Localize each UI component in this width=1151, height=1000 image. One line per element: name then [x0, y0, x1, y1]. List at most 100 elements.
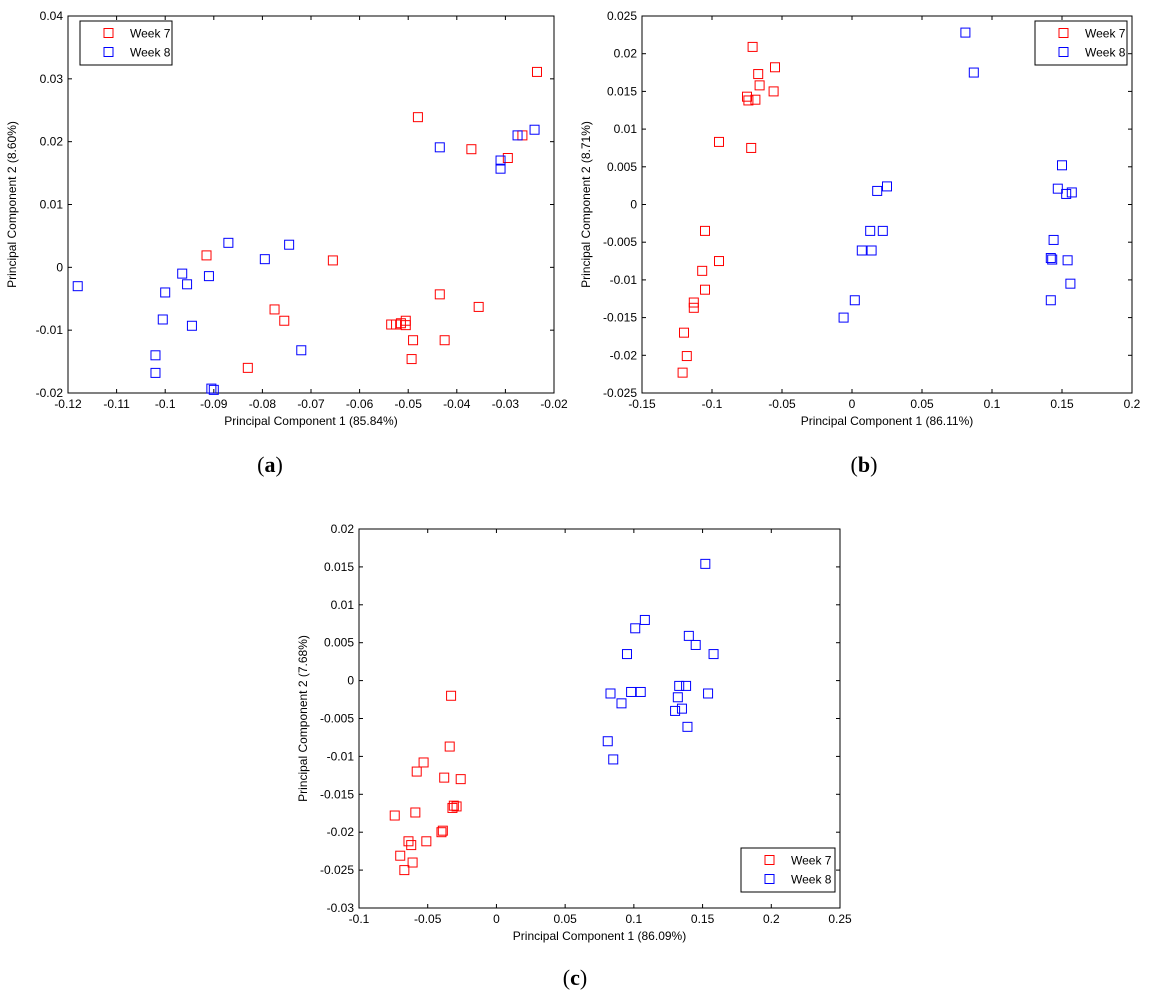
x-axis-label: Principal Component 1 (86.09%) — [513, 929, 686, 943]
data-point-week-8 — [621, 649, 632, 660]
x-tick-label: -0.02 — [540, 397, 568, 411]
y-tick-label: -0.005 — [603, 235, 637, 249]
data-point-week-8 — [1066, 187, 1077, 198]
data-point-week-8 — [690, 639, 701, 650]
legend-marker — [764, 855, 775, 865]
x-tick-label: -0.05 — [395, 397, 423, 411]
y-tick-label: -0.02 — [610, 348, 638, 362]
legend-b — [1034, 20, 1128, 66]
data-point-week-7 — [434, 289, 445, 300]
data-point-week-7 — [418, 757, 429, 768]
x-tick-label: -0.1 — [349, 912, 370, 926]
y-tick-label: -0.01 — [327, 749, 355, 763]
y-tick-label: 0.005 — [607, 160, 637, 174]
data-point-week-7 — [389, 810, 400, 821]
data-point-week-7 — [446, 690, 457, 701]
data-point-week-7 — [746, 142, 757, 153]
legend-marker — [764, 874, 775, 884]
data-point-week-8 — [682, 721, 693, 732]
legend-label: Week 7 — [1085, 27, 1126, 41]
data-point-week-7 — [688, 302, 699, 313]
plot-area-a — [67, 15, 555, 394]
x-tick-label: -0.07 — [297, 397, 325, 411]
data-point-week-7 — [242, 362, 253, 373]
data-point-week-8 — [150, 367, 161, 378]
x-tick-label: 0.1 — [984, 397, 1001, 411]
data-point-week-7 — [747, 41, 758, 52]
data-point-week-7 — [421, 836, 432, 847]
data-point-week-7 — [448, 800, 459, 811]
data-point-week-8 — [203, 271, 214, 282]
data-point-week-8 — [866, 245, 877, 256]
x-tick-label: -0.06 — [346, 397, 374, 411]
y-tick-label: 0.015 — [324, 560, 354, 574]
y-tick-label: 0.02 — [331, 522, 355, 536]
data-point-week-8 — [674, 680, 685, 691]
y-tick-label: 0.03 — [40, 72, 64, 86]
data-point-week-8 — [208, 384, 219, 395]
data-point-week-8 — [1048, 234, 1059, 245]
data-point-week-7 — [743, 95, 754, 106]
data-point-week-8 — [296, 345, 307, 356]
data-point-week-7 — [269, 304, 280, 315]
y-tick-label: -0.01 — [610, 273, 638, 287]
data-point-week-8 — [495, 163, 506, 174]
y-tick-label: -0.005 — [320, 712, 354, 726]
y-axis-label: Principal Component 2 (8.71%) — [579, 121, 593, 288]
x-tick-label: -0.11 — [103, 397, 130, 411]
legend-a — [79, 20, 173, 66]
data-point-week-8 — [284, 239, 295, 250]
data-point-week-7 — [399, 865, 410, 876]
data-point-week-7 — [406, 354, 417, 365]
y-tick-label: -0.01 — [36, 323, 64, 337]
x-tick-label: -0.1 — [155, 397, 176, 411]
legend-label: Week 7 — [130, 27, 171, 41]
data-point-week-8 — [72, 281, 83, 292]
x-tick-label: 0.05 — [910, 397, 934, 411]
data-point-week-7 — [473, 301, 484, 312]
data-point-week-8 — [856, 245, 867, 256]
y-axis-label: Principal Component 2 (8.60%) — [5, 121, 19, 288]
x-tick-label: 0.2 — [763, 912, 780, 926]
legend-marker — [1058, 28, 1069, 38]
data-point-week-8 — [626, 686, 637, 697]
panel-caption-a: (a) — [257, 452, 283, 477]
data-point-week-8 — [872, 185, 883, 196]
y-tick-label: 0.02 — [40, 135, 64, 149]
y-tick-label: 0 — [347, 674, 354, 688]
x-tick-label: 0.15 — [1050, 397, 1074, 411]
data-point-week-8 — [1061, 188, 1072, 199]
y-tick-label: 0.01 — [614, 122, 638, 136]
x-axis-label: Principal Component 1 (86.11%) — [801, 414, 974, 428]
data-point-week-7 — [455, 774, 466, 785]
data-point-week-7 — [697, 265, 708, 276]
data-point-week-7 — [406, 840, 417, 851]
data-point-week-8 — [1057, 160, 1067, 171]
data-point-week-8 — [182, 279, 193, 290]
legend-label: Week 7 — [791, 854, 832, 868]
panel-caption-b: (b) — [850, 452, 878, 477]
y-tick-label: 0.01 — [331, 598, 355, 612]
y-tick-label: 0.025 — [607, 9, 637, 23]
data-point-week-7 — [395, 850, 406, 861]
data-point-week-8 — [157, 314, 168, 325]
data-point-week-7 — [700, 225, 710, 236]
data-point-week-8 — [602, 736, 613, 747]
data-point-week-7 — [410, 807, 421, 818]
data-point-week-7 — [750, 94, 761, 105]
panel-label-a: a — [264, 452, 276, 477]
x-tick-label: -0.03 — [492, 397, 520, 411]
data-point-week-7 — [753, 69, 764, 80]
x-tick-label: -0.12 — [54, 397, 82, 411]
data-point-week-7 — [439, 335, 450, 346]
data-point-week-8 — [639, 614, 650, 625]
x-tick-label: 0.05 — [553, 912, 577, 926]
data-point-week-7 — [439, 772, 450, 783]
data-point-week-7 — [754, 80, 765, 91]
data-point-week-7 — [451, 801, 462, 812]
data-point-week-8 — [838, 312, 849, 323]
plot-area-b — [641, 15, 1133, 394]
data-point-week-7 — [770, 62, 780, 73]
data-point-week-7 — [407, 857, 418, 868]
